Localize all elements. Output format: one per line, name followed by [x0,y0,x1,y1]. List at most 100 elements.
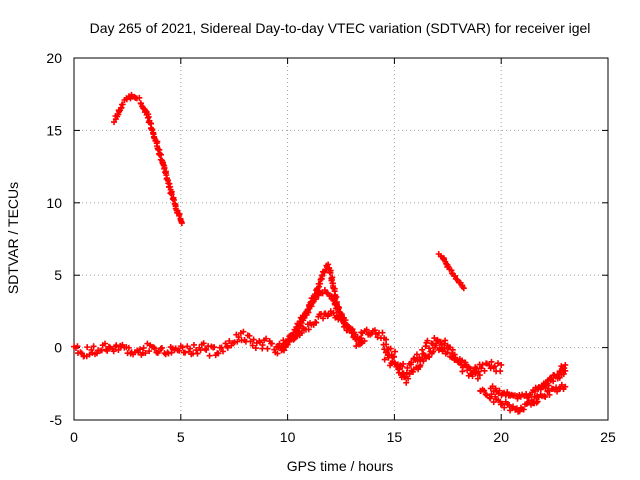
data-point [422,343,429,350]
data-point [356,341,363,348]
data-point [327,269,334,276]
data-point [234,338,241,345]
data-point [146,348,153,355]
data-point [125,344,132,351]
grid-lines [74,58,608,420]
data-points [71,91,569,415]
series-afternoon-2 [381,336,483,386]
data-point [401,373,408,380]
series-arc-late [435,250,467,292]
data-point [434,336,441,343]
data-point [381,356,388,363]
data-point [417,362,424,369]
x-tick-label: 25 [600,429,616,445]
data-point [313,319,320,326]
data-point [550,378,557,385]
data-point [140,344,147,351]
data-point [506,401,513,408]
data-point [264,345,271,352]
series-evening-b [487,367,569,402]
data-point [476,372,483,379]
data-point [247,338,254,345]
data-point [490,364,497,371]
data-point [110,348,117,355]
data-point [104,347,111,354]
data-point [352,331,359,338]
data-point [249,342,256,349]
data-point [358,329,365,336]
data-point [514,395,521,402]
data-point [545,387,552,394]
x-tick-label: 0 [70,429,78,445]
x-tick-label: 15 [387,429,403,445]
data-point [372,330,379,337]
data-point [137,346,144,353]
data-point [474,375,481,382]
data-point [165,350,172,357]
y-tick-label: 20 [46,50,62,66]
data-point [240,328,247,335]
data-point [275,344,282,351]
data-point [560,370,567,377]
data-point [150,344,157,351]
data-point [285,338,292,345]
data-point [446,344,453,351]
data-point [162,170,169,177]
data-point [215,350,222,357]
data-point [379,329,386,336]
data-point [383,341,390,348]
data-point [246,332,253,339]
data-point [385,354,392,361]
data-point [330,309,337,316]
data-point [541,393,548,400]
data-point [399,370,406,377]
data-point [298,329,305,336]
series-afternoon [353,326,505,380]
data-point [403,379,410,386]
data-point [224,344,231,351]
data-point [176,347,183,354]
data-point [404,364,411,371]
data-point [441,345,448,352]
data-point [426,345,433,352]
data-point [408,359,415,366]
data-point [308,303,315,310]
data-point [259,342,266,349]
data-point [524,399,531,406]
data-point [430,348,437,355]
data-point [101,340,108,347]
data-point [520,406,527,413]
data-point [492,385,499,392]
data-point [562,383,569,390]
data-point [442,337,449,344]
series-arc-early [111,91,185,227]
data-point [405,375,412,382]
data-point [509,403,516,410]
data-point [289,333,296,340]
data-point [437,338,444,345]
data-point [84,344,91,351]
data-point [284,339,291,346]
data-point [358,335,365,342]
data-point [400,360,407,367]
data-point [449,350,456,357]
data-point [546,391,553,398]
data-point [211,344,218,351]
data-point [187,345,194,352]
data-point [533,399,540,406]
data-point [319,290,326,297]
data-point [442,350,449,357]
y-tick-label: -5 [50,412,63,428]
data-point [371,327,378,334]
data-point [396,366,403,373]
data-point [497,368,504,375]
data-point [320,315,327,322]
data-point [226,338,233,345]
data-point [182,349,189,356]
data-point [487,395,494,402]
y-tick-label: 0 [54,340,62,356]
data-point [390,353,397,360]
data-point [426,354,433,361]
data-point [353,343,360,350]
series-midday-c [273,308,366,351]
